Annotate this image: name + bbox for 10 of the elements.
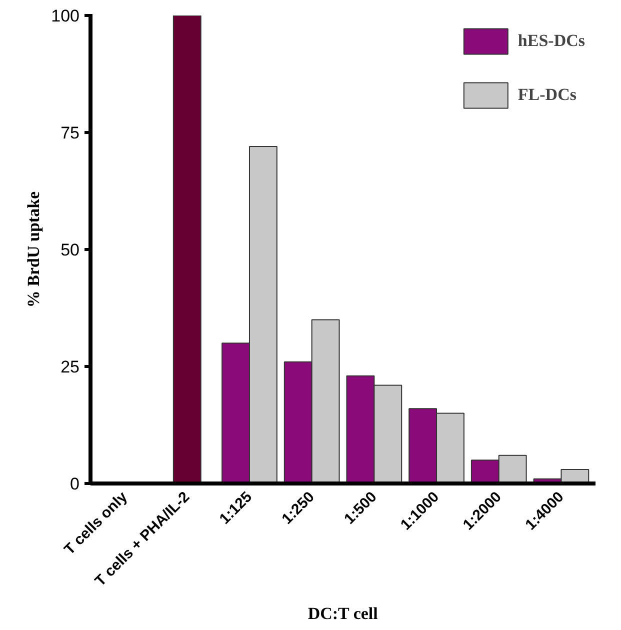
legend-label: FL-DCs	[518, 85, 576, 105]
y-tick-label: 0	[70, 474, 80, 494]
y-tick-label: 25	[60, 358, 80, 376]
legend-label: hES-DCs	[518, 31, 585, 51]
bar	[172, 16, 202, 484]
y-tick-label: 100	[51, 6, 80, 26]
y-tick-label: 75	[60, 124, 80, 142]
y-tick-label: 50	[60, 240, 80, 260]
x-axis-title: DC:T cell	[308, 604, 378, 623]
y-axis-title: % BrdU uptake	[24, 190, 44, 308]
